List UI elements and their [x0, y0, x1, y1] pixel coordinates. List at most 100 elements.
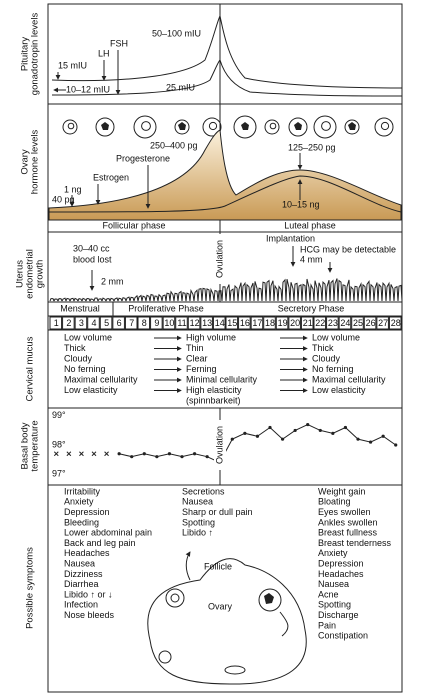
follicle — [233, 115, 257, 139]
day-cell — [225, 316, 239, 330]
section-label: Cervical mucus — [25, 336, 36, 401]
follicle — [202, 117, 222, 137]
ovary-drawing — [147, 551, 307, 685]
temperature-point — [293, 428, 297, 433]
follicle-core — [321, 121, 331, 131]
symptom: Nausea — [318, 579, 349, 589]
label: Ovary — [208, 601, 233, 611]
day-number: 2 — [66, 318, 71, 328]
section-label: temperature — [30, 420, 41, 471]
symptom: Anxiety — [318, 548, 348, 558]
day-cell — [62, 316, 75, 330]
day-cell — [87, 316, 100, 330]
day-number: 3 — [79, 318, 84, 328]
follicle-core — [380, 121, 390, 131]
endometrium-texture — [49, 278, 403, 302]
label: 10–12 mIU — [66, 84, 110, 94]
label: Follicle — [204, 561, 232, 571]
temperature-point — [155, 455, 159, 459]
follicle-core — [348, 122, 356, 130]
section-label: Ovary — [20, 149, 31, 175]
mucus-item: Maximal cellularity — [64, 374, 138, 384]
symptom: Secretions — [182, 486, 225, 496]
follicle — [374, 117, 394, 137]
day-number: 26 — [366, 318, 376, 328]
day-number: 15 — [227, 318, 237, 328]
temperature-point — [53, 451, 59, 457]
temperature-point — [104, 451, 109, 457]
follicle-core — [67, 122, 75, 130]
day-cell — [49, 316, 63, 330]
symptom: Breast tenderness — [318, 538, 392, 548]
phase-label: Follicular phase — [102, 220, 165, 230]
symptom: Sharp or dull pain — [182, 507, 253, 517]
mucus-item: Clear — [186, 353, 208, 363]
symptom: Anxiety — [64, 497, 94, 507]
temperature-point — [79, 451, 84, 457]
temperature-chart: 99° 98° 97° — [52, 410, 398, 479]
day-cell — [212, 316, 226, 330]
day-cell — [363, 316, 377, 330]
temperature-point — [331, 431, 335, 435]
day-number: 9 — [154, 318, 159, 328]
ovulation-label: Ovulation — [214, 426, 224, 464]
mucus-item: Low volume — [312, 332, 360, 342]
temperature-point — [117, 452, 121, 456]
day-number: 16 — [240, 318, 250, 328]
symptom: Acne — [318, 589, 339, 599]
phase-label: Luteal phase — [284, 220, 336, 230]
label: 2 mm — [101, 276, 124, 286]
mucus-item: No ferning — [64, 364, 106, 374]
follicle — [174, 119, 190, 135]
day-number: 22 — [315, 318, 325, 328]
symptom: Bloating — [318, 497, 351, 507]
follicle — [95, 117, 115, 137]
day-number: 28 — [391, 318, 401, 328]
label: 30–40 cc — [73, 243, 110, 253]
day-number: 8 — [142, 318, 147, 328]
section-label: growth — [35, 260, 46, 289]
day-number: 24 — [340, 318, 350, 328]
temperature-point — [255, 434, 260, 438]
temperature-point — [192, 452, 197, 456]
temperature-point — [180, 455, 184, 459]
day-number: 7 — [129, 318, 134, 328]
day-number: 10 — [164, 318, 174, 328]
temperature-point — [142, 452, 146, 456]
mucus-item: Ferning — [186, 364, 217, 374]
mucus-item: Maximal cellularity — [312, 374, 386, 384]
mucus-item: Thick — [312, 343, 334, 353]
section-label: Possible symptoms — [25, 547, 36, 629]
symptom: Nausea — [64, 558, 95, 568]
day-cell — [162, 316, 176, 330]
symptom: Eyes swollen — [318, 507, 371, 517]
symptom: Breast fullness — [318, 528, 378, 538]
follicle — [313, 115, 337, 139]
day-number: 17 — [252, 318, 262, 328]
symptom: Pain — [318, 620, 336, 630]
day-cell — [351, 316, 364, 330]
day-number: 1 — [54, 318, 59, 328]
phase-label: Secretory Phase — [278, 303, 345, 313]
temperature-point — [356, 437, 360, 441]
symptom: Libido ↑ — [182, 528, 213, 538]
day-number: 4 — [91, 318, 96, 328]
symptom: Weight gain — [318, 486, 365, 496]
mucus-item: Low elasticity — [312, 385, 366, 395]
temperature-point — [66, 451, 72, 457]
y-tick-label: 97° — [52, 469, 66, 479]
symptom: Lower abdominal pain — [64, 528, 152, 538]
day-cell — [250, 316, 264, 330]
temperature-point — [205, 455, 209, 459]
symptom: Headaches — [318, 569, 364, 579]
day-cell — [137, 316, 151, 330]
day-cell — [74, 316, 88, 330]
mucus-item: No ferning — [312, 364, 354, 374]
symptom: Bleeding — [64, 517, 99, 527]
day-number: 13 — [202, 318, 212, 328]
temperature-point — [268, 425, 272, 430]
y-tick-label: 98° — [52, 439, 66, 449]
mucus-item: (spinnbarkeit) — [186, 395, 241, 405]
symptom: Libido ↑ or ↓ — [64, 589, 113, 599]
